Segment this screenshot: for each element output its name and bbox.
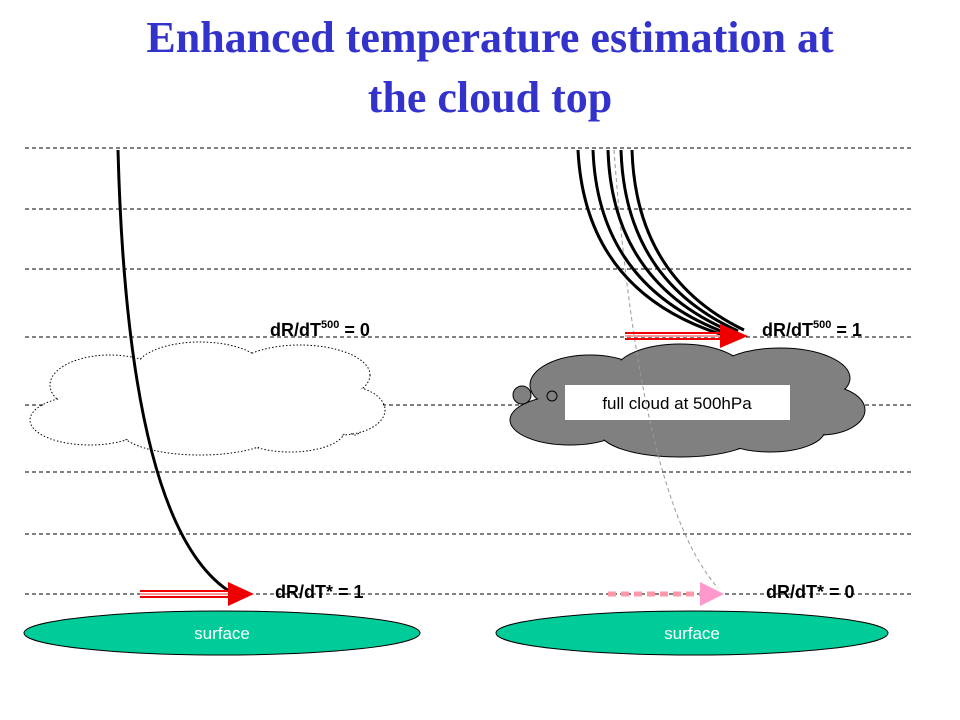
surface-curve	[613, 149, 719, 589]
weighting-curves	[576, 149, 745, 336]
surface-label: surface	[664, 624, 720, 643]
full-cloud: full cloud at 500hPa	[509, 343, 866, 458]
surface-label: surface	[194, 624, 250, 643]
title-line: the cloud top	[368, 73, 612, 122]
lower-label: dR/dT* = 0	[766, 582, 855, 602]
upper-label: dR/dT500 = 1	[762, 319, 862, 340]
label-superscript: 500	[813, 319, 831, 331]
cloud-label: full cloud at 500hPa	[602, 394, 752, 413]
surface	[495, 610, 889, 656]
label-superscript: 500	[321, 319, 339, 331]
lower-label: dR/dT* = 1	[275, 582, 364, 602]
arrow	[625, 324, 748, 348]
label-rest: = 0	[339, 320, 370, 340]
cloud-label-box	[565, 385, 790, 420]
transparent-cloud	[29, 341, 386, 456]
weighting-curve	[116, 149, 233, 595]
label-base: dR/dT	[270, 320, 321, 340]
label-rest: = 1	[831, 320, 862, 340]
upper-label: dR/dT500 = 0	[270, 319, 370, 340]
label-base: dR/dT	[762, 320, 813, 340]
faint-arrow	[608, 582, 724, 606]
surface	[23, 610, 421, 656]
pressure-levels	[25, 147, 912, 595]
title-line: Enhanced temperature estimation at	[146, 13, 834, 62]
arrow	[140, 582, 254, 606]
